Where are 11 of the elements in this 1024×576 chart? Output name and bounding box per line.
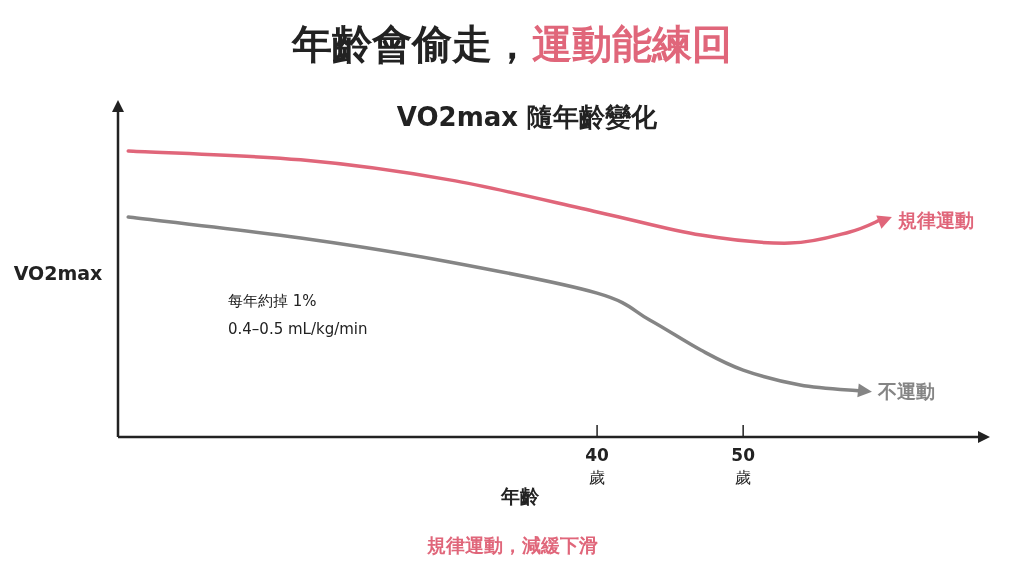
annotation: 0.4–0.5 mL/kg/min <box>228 320 368 338</box>
series-label: 規律運動 <box>897 208 975 231</box>
x-axis-title: 年齡 <box>500 485 540 507</box>
chart-subtitle: VO2max 隨年齡變化 <box>396 102 659 132</box>
series-label: 不運動 <box>877 379 935 402</box>
annotation: 每年約掉 1% <box>228 292 317 310</box>
text: 規律運動，減緩下滑 <box>425 534 598 556</box>
chart-title: 年齡會偷走，運動能練回 <box>291 21 732 67</box>
x-tick-label: 50 歲 <box>731 445 756 487</box>
x-tick-label: 40 歲 <box>585 445 610 487</box>
y-axis-title: VO2max <box>13 262 103 284</box>
